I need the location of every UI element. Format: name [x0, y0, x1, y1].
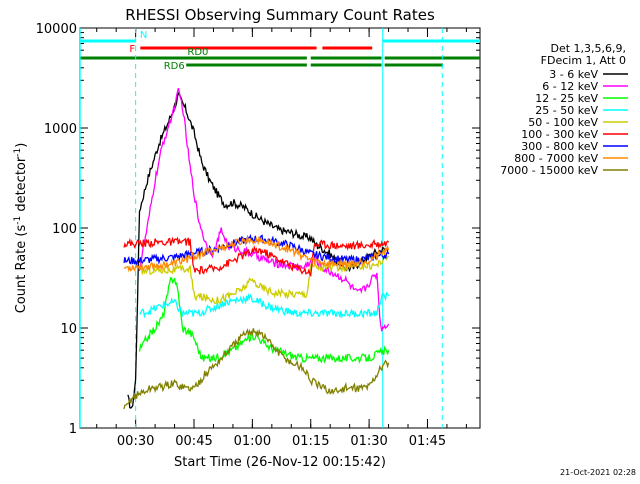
series-line-5 [123, 236, 390, 278]
legend-label-3: 25 - 50 keV [535, 104, 598, 117]
series-line-1 [138, 87, 390, 332]
night-markers [79, 28, 443, 428]
legend-label-6: 300 - 800 keV [521, 140, 598, 153]
series-line-2 [138, 276, 390, 364]
legend-label-4: 50 - 100 keV [528, 116, 598, 129]
legend-label-7: 800 - 7000 keV [514, 152, 598, 165]
y-axis-label: Count Rate (s-1 detector-1) [13, 143, 29, 314]
flag-label-rd6: RD6 [164, 61, 185, 72]
y-axis: 1 10 100 1000 10000 [36, 22, 480, 437]
legend-header-line-2: FDecim 1, Att 0 [541, 54, 626, 67]
flag-label-rd0: RD0 [187, 47, 208, 58]
legend-label-5: 100 - 300 keV [521, 128, 598, 141]
series-group [123, 87, 390, 410]
legend-label-1: 6 - 12 keV [542, 80, 598, 93]
timestamp-footer: 21-Oct-2021 02:28 [560, 468, 636, 477]
legend: Det 1,3,5,6,9, FDecim 1, Att 0 3 - 6 keV… [500, 42, 628, 177]
x-axis: 00:30 00:45 01:00 01:15 01:30 01:45 [96, 28, 467, 449]
series-line-4 [138, 253, 389, 305]
y-tick-label: 1 [69, 422, 77, 437]
y-tick-label: 1000 [44, 122, 77, 137]
flag-label-n: N [140, 30, 147, 41]
x-tick-label: 00:30 [117, 434, 154, 449]
y-tick-label: 100 [52, 222, 77, 237]
series-line-7 [123, 234, 390, 273]
flag-label-f: F [129, 44, 135, 55]
x-tick-label: 01:15 [292, 434, 329, 449]
x-axis-label: Start Time (26-Nov-12 00:15:42) [174, 455, 386, 470]
y-axis-label-sup1: -1 [13, 216, 23, 225]
y-tick-label: 10000 [36, 22, 77, 37]
x-tick-label: 01:00 [234, 434, 271, 449]
series-line-8 [123, 328, 390, 410]
x-tick-label: 00:45 [175, 434, 212, 449]
legend-label-8: 7000 - 15000 keV [500, 164, 598, 177]
x-tick-label: 01:30 [350, 434, 387, 449]
legend-header-line-1: Det 1,3,5,6,9, [550, 42, 626, 55]
y-tick-label: 10 [60, 322, 77, 337]
x-tick-label: 01:45 [409, 434, 446, 449]
chart-title: RHESSI Observing Summary Count Rates [125, 6, 435, 24]
y-axis-label-sup2: -1 [13, 148, 23, 157]
series-line-3 [139, 291, 390, 319]
legend-label-0: 3 - 6 keV [549, 68, 598, 81]
y-axis-label-main: Count Rate (s [14, 225, 29, 314]
y-axis-label-mid: detector [14, 156, 29, 216]
legend-label-2: 12 - 25 keV [535, 92, 598, 105]
y-axis-label-end: ) [14, 143, 29, 148]
